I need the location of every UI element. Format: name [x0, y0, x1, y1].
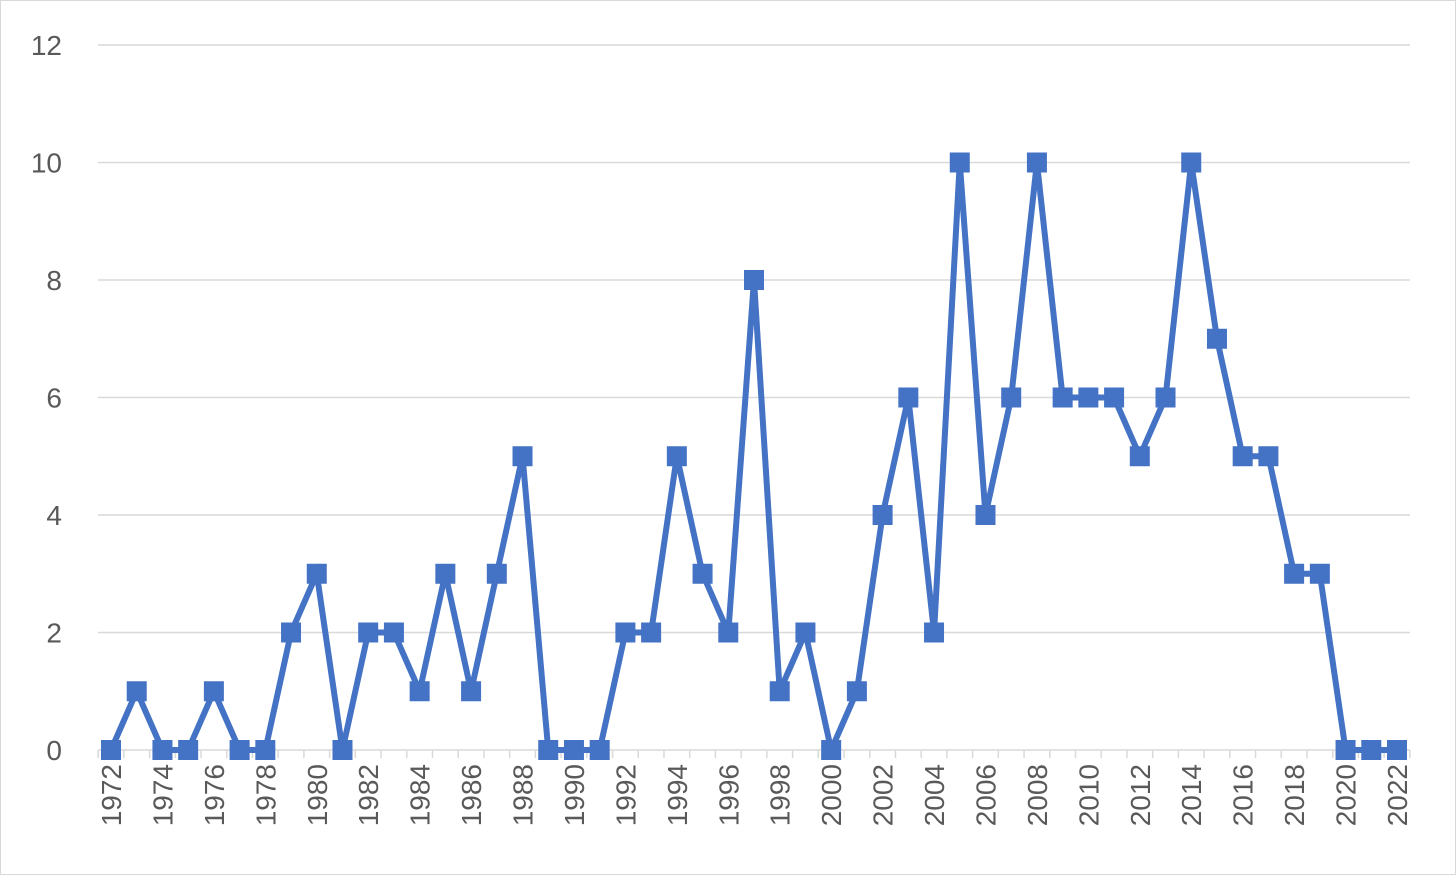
- data-point-marker: [486, 563, 507, 584]
- y-tick-label: 4: [46, 500, 62, 531]
- data-point-marker: [1309, 563, 1330, 584]
- x-tick-label: 1978: [250, 764, 281, 826]
- data-point-marker: [1052, 387, 1073, 408]
- data-point-marker: [821, 740, 842, 760]
- data-point-marker: [563, 740, 584, 760]
- x-tick-label: 2008: [1022, 764, 1053, 826]
- data-point-marker: [178, 740, 199, 760]
- y-tick-label: 2: [46, 618, 62, 649]
- data-point-marker: [1284, 563, 1305, 584]
- data-point-marker: [615, 622, 636, 643]
- x-tick-label: 2012: [1125, 764, 1156, 826]
- x-tick-label: 1992: [610, 764, 641, 826]
- y-tick-label: 12: [31, 30, 62, 61]
- y-tick-label: 6: [46, 383, 62, 414]
- x-tick-label: 2002: [868, 764, 899, 826]
- x-tick-label: 2006: [970, 764, 1001, 826]
- data-point-marker: [692, 563, 713, 584]
- x-tick-label: 1986: [456, 764, 487, 826]
- gridlines: [97, 44, 1411, 758]
- data-point-marker: [281, 622, 302, 643]
- x-tick-label: 1984: [405, 764, 436, 826]
- data-point-marker: [718, 622, 739, 643]
- data-point-marker: [1001, 387, 1022, 408]
- data-point-marker: [1078, 387, 1099, 408]
- data-point-marker: [1232, 446, 1253, 467]
- data-point-marker: [383, 622, 404, 643]
- data-point-marker: [769, 681, 790, 702]
- data-point-marker: [1181, 152, 1202, 173]
- data-point-marker: [1155, 387, 1176, 408]
- data-point-marker: [203, 681, 224, 702]
- x-axis-ticks: 1972 1974 1976 1978 1980 1982 1984 1986 1988 1990…: [96, 764, 1413, 826]
- data-point-marker: [152, 740, 173, 760]
- x-tick-label: 2010: [1073, 764, 1104, 826]
- x-tick-label: 1974: [147, 764, 178, 826]
- data-point-marker: [435, 563, 456, 584]
- data-point-marker: [229, 740, 250, 760]
- data-point-marker: [306, 563, 327, 584]
- data-point-marker: [1026, 152, 1047, 173]
- y-tick-label: 10: [31, 148, 62, 179]
- y-tick-label: 0: [46, 735, 62, 766]
- x-tick-label: 1996: [713, 764, 744, 826]
- data-point-marker: [461, 681, 482, 702]
- data-point-marker: [1104, 387, 1125, 408]
- x-tick-label: 2004: [919, 764, 950, 826]
- data-point-marker: [641, 622, 662, 643]
- x-tick-label: 2018: [1279, 764, 1310, 826]
- plot-area: [101, 152, 1407, 760]
- x-tick-label: 1990: [559, 764, 590, 826]
- data-point-marker: [846, 681, 867, 702]
- data-point-marker: [975, 505, 996, 525]
- data-point-marker: [1258, 446, 1279, 467]
- series-line: [108, 162, 1397, 760]
- x-tick-label: 2016: [1228, 764, 1259, 826]
- data-point-marker: [409, 681, 430, 702]
- y-tick-label: 8: [46, 265, 62, 296]
- data-point-marker: [512, 446, 533, 467]
- data-point-marker: [795, 622, 816, 643]
- data-point-marker: [589, 740, 610, 760]
- data-point-marker: [538, 740, 559, 760]
- x-tick-label: 2020: [1331, 764, 1362, 826]
- data-point-marker: [1335, 740, 1356, 760]
- x-tick-label: 1982: [353, 764, 384, 826]
- data-point-marker: [924, 622, 945, 643]
- x-tick-label: 2022: [1382, 764, 1413, 826]
- data-point-marker: [744, 270, 764, 290]
- data-point-marker: [1361, 740, 1382, 760]
- data-point-marker: [898, 387, 919, 408]
- data-point-marker: [101, 740, 121, 760]
- data-point-marker: [949, 152, 970, 173]
- data-point-marker: [1206, 328, 1227, 349]
- x-tick-label: 1976: [199, 764, 230, 826]
- x-tick-label: 1980: [302, 764, 333, 826]
- x-tick-label: 1998: [765, 764, 796, 826]
- data-point-marker: [666, 446, 687, 467]
- data-point-marker: [1387, 740, 1407, 760]
- x-tick-label: 1972: [96, 764, 127, 826]
- x-tick-label: 2000: [816, 764, 847, 826]
- data-point-marker: [126, 681, 147, 702]
- data-point-marker: [1129, 446, 1150, 467]
- x-tick-label: 1994: [662, 764, 693, 826]
- y-axis-ticks: 0 2 4 6 8 10 12: [31, 30, 62, 766]
- x-tick-label: 2014: [1176, 764, 1207, 826]
- data-point-marker: [872, 505, 893, 525]
- x-tick-label: 1988: [508, 764, 539, 826]
- data-point-marker: [358, 622, 379, 643]
- data-point-marker: [255, 740, 276, 760]
- data-point-marker: [332, 740, 353, 760]
